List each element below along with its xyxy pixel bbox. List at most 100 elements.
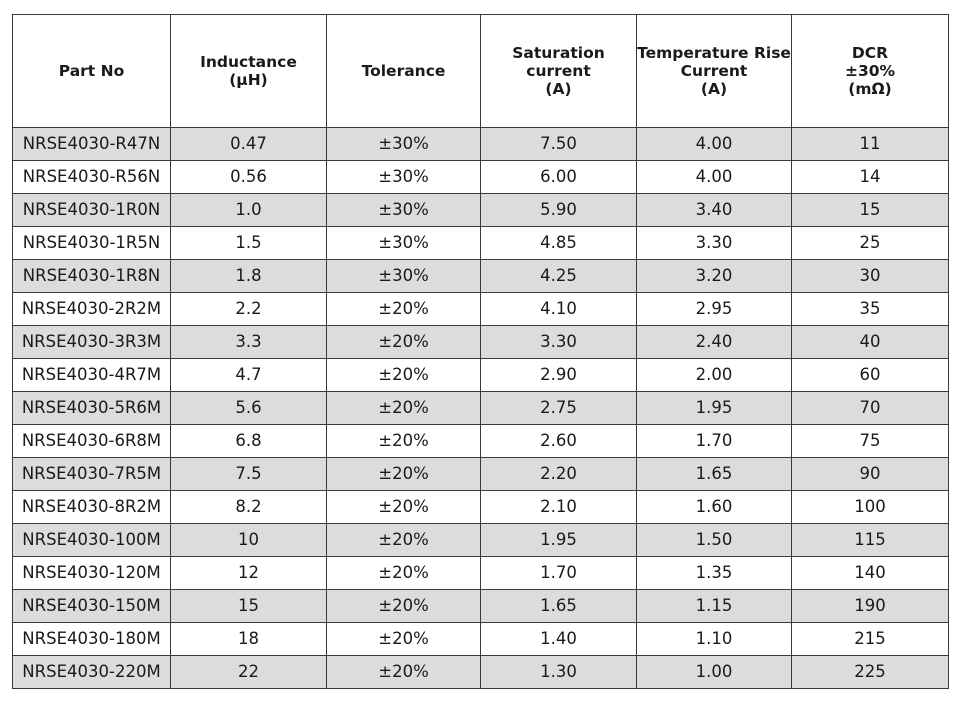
cell-part-no: NRSE4030-1R5N xyxy=(12,226,171,260)
cell-part-no: NRSE4030-5R6M xyxy=(12,391,171,425)
cell-inductance: 2.2 xyxy=(170,292,327,326)
cell-dcr: 40 xyxy=(791,325,949,359)
cell-saturation-current: 3.30 xyxy=(480,325,637,359)
table-row: NRSE4030-2R2M 2.2 ±20% 4.10 2.95 35 xyxy=(12,292,949,326)
cell-dcr: 190 xyxy=(791,589,949,623)
cell-inductance: 15 xyxy=(170,589,327,623)
cell-tolerance: ±20% xyxy=(326,358,481,392)
cell-part-no: NRSE4030-R56N xyxy=(12,160,171,194)
cell-temperature-rise-current: 4.00 xyxy=(636,127,792,161)
cell-part-no: NRSE4030-180M xyxy=(12,622,171,656)
cell-inductance: 1.8 xyxy=(170,259,327,293)
cell-tolerance: ±20% xyxy=(326,292,481,326)
header-line: Tolerance xyxy=(361,62,446,80)
table-header: Part No Inductance (µH) Tolerance Satura… xyxy=(12,14,949,128)
cell-temperature-rise-current: 3.30 xyxy=(636,226,792,260)
header-line: (mΩ) xyxy=(848,80,892,98)
cell-temperature-rise-current: 1.65 xyxy=(636,457,792,491)
cell-tolerance: ±30% xyxy=(326,226,481,260)
header-line: Inductance xyxy=(200,53,297,71)
cell-saturation-current: 1.65 xyxy=(480,589,637,623)
cell-dcr: 70 xyxy=(791,391,949,425)
cell-inductance: 4.7 xyxy=(170,358,327,392)
cell-tolerance: ±20% xyxy=(326,589,481,623)
cell-temperature-rise-current: 4.00 xyxy=(636,160,792,194)
header-line: ±30% xyxy=(844,62,896,80)
cell-saturation-current: 1.30 xyxy=(480,655,637,689)
cell-tolerance: ±20% xyxy=(326,556,481,590)
cell-part-no: NRSE4030-120M xyxy=(12,556,171,590)
header-saturation-current: Saturation current (A) xyxy=(480,14,637,128)
cell-inductance: 3.3 xyxy=(170,325,327,359)
cell-part-no: NRSE4030-4R7M xyxy=(12,358,171,392)
table-row: NRSE4030-180M 18 ±20% 1.40 1.10 215 xyxy=(12,622,949,656)
cell-temperature-rise-current: 1.70 xyxy=(636,424,792,458)
cell-dcr: 115 xyxy=(791,523,949,557)
cell-saturation-current: 2.75 xyxy=(480,391,637,425)
cell-saturation-current: 7.50 xyxy=(480,127,637,161)
header-line: (A) xyxy=(545,80,572,98)
header-part-no: Part No xyxy=(12,14,171,128)
cell-part-no: NRSE4030-1R8N xyxy=(12,259,171,293)
cell-saturation-current: 2.90 xyxy=(480,358,637,392)
table-row: NRSE4030-R56N 0.56 ±30% 6.00 4.00 14 xyxy=(12,160,949,194)
cell-part-no: NRSE4030-8R2M xyxy=(12,490,171,524)
cell-inductance: 1.5 xyxy=(170,226,327,260)
cell-saturation-current: 2.10 xyxy=(480,490,637,524)
table-body: NRSE4030-R47N 0.47 ±30% 7.50 4.00 11 NRSE4030-… xyxy=(12,127,949,689)
table-row: NRSE4030-1R8N 1.8 ±30% 4.25 3.20 30 xyxy=(12,259,949,293)
table-row: NRSE4030-150M 15 ±20% 1.65 1.15 190 xyxy=(12,589,949,623)
cell-temperature-rise-current: 2.40 xyxy=(636,325,792,359)
cell-inductance: 1.0 xyxy=(170,193,327,227)
cell-temperature-rise-current: 1.95 xyxy=(636,391,792,425)
cell-tolerance: ±30% xyxy=(326,160,481,194)
cell-inductance: 8.2 xyxy=(170,490,327,524)
cell-saturation-current: 4.10 xyxy=(480,292,637,326)
cell-part-no: NRSE4030-6R8M xyxy=(12,424,171,458)
cell-inductance: 0.47 xyxy=(170,127,327,161)
cell-tolerance: ±20% xyxy=(326,391,481,425)
header-inductance: Inductance (µH) xyxy=(170,14,327,128)
header-line: Saturation xyxy=(512,44,605,62)
cell-part-no: NRSE4030-R47N xyxy=(12,127,171,161)
cell-temperature-rise-current: 3.40 xyxy=(636,193,792,227)
cell-part-no: NRSE4030-3R3M xyxy=(12,325,171,359)
table-row: NRSE4030-4R7M 4.7 ±20% 2.90 2.00 60 xyxy=(12,358,949,392)
cell-tolerance: ±20% xyxy=(326,490,481,524)
cell-inductance: 7.5 xyxy=(170,457,327,491)
cell-inductance: 6.8 xyxy=(170,424,327,458)
cell-inductance: 12 xyxy=(170,556,327,590)
cell-part-no: NRSE4030-220M xyxy=(12,655,171,689)
header-tolerance: Tolerance xyxy=(326,14,481,128)
header-row: Part No Inductance (µH) Tolerance Satura… xyxy=(12,14,949,128)
cell-dcr: 30 xyxy=(791,259,949,293)
cell-part-no: NRSE4030-150M xyxy=(12,589,171,623)
table-row: NRSE4030-1R0N 1.0 ±30% 5.90 3.40 15 xyxy=(12,193,949,227)
header-line: (A) xyxy=(700,80,728,98)
cell-temperature-rise-current: 1.35 xyxy=(636,556,792,590)
cell-temperature-rise-current: 1.15 xyxy=(636,589,792,623)
cell-saturation-current: 4.85 xyxy=(480,226,637,260)
cell-temperature-rise-current: 2.95 xyxy=(636,292,792,326)
header-line: Current xyxy=(680,62,748,80)
cell-saturation-current: 4.25 xyxy=(480,259,637,293)
table-row: NRSE4030-6R8M 6.8 ±20% 2.60 1.70 75 xyxy=(12,424,949,458)
table-row: NRSE4030-220M 22 ±20% 1.30 1.00 225 xyxy=(12,655,949,689)
cell-saturation-current: 2.20 xyxy=(480,457,637,491)
cell-dcr: 140 xyxy=(791,556,949,590)
cell-tolerance: ±20% xyxy=(326,655,481,689)
cell-inductance: 22 xyxy=(170,655,327,689)
cell-inductance: 5.6 xyxy=(170,391,327,425)
table-row: NRSE4030-5R6M 5.6 ±20% 2.75 1.95 70 xyxy=(12,391,949,425)
cell-saturation-current: 1.95 xyxy=(480,523,637,557)
cell-dcr: 90 xyxy=(791,457,949,491)
cell-part-no: NRSE4030-100M xyxy=(12,523,171,557)
cell-temperature-rise-current: 1.00 xyxy=(636,655,792,689)
cell-dcr: 225 xyxy=(791,655,949,689)
cell-tolerance: ±20% xyxy=(326,523,481,557)
cell-temperature-rise-current: 1.50 xyxy=(636,523,792,557)
cell-tolerance: ±20% xyxy=(326,424,481,458)
cell-dcr: 35 xyxy=(791,292,949,326)
cell-saturation-current: 1.70 xyxy=(480,556,637,590)
cell-saturation-current: 1.40 xyxy=(480,622,637,656)
